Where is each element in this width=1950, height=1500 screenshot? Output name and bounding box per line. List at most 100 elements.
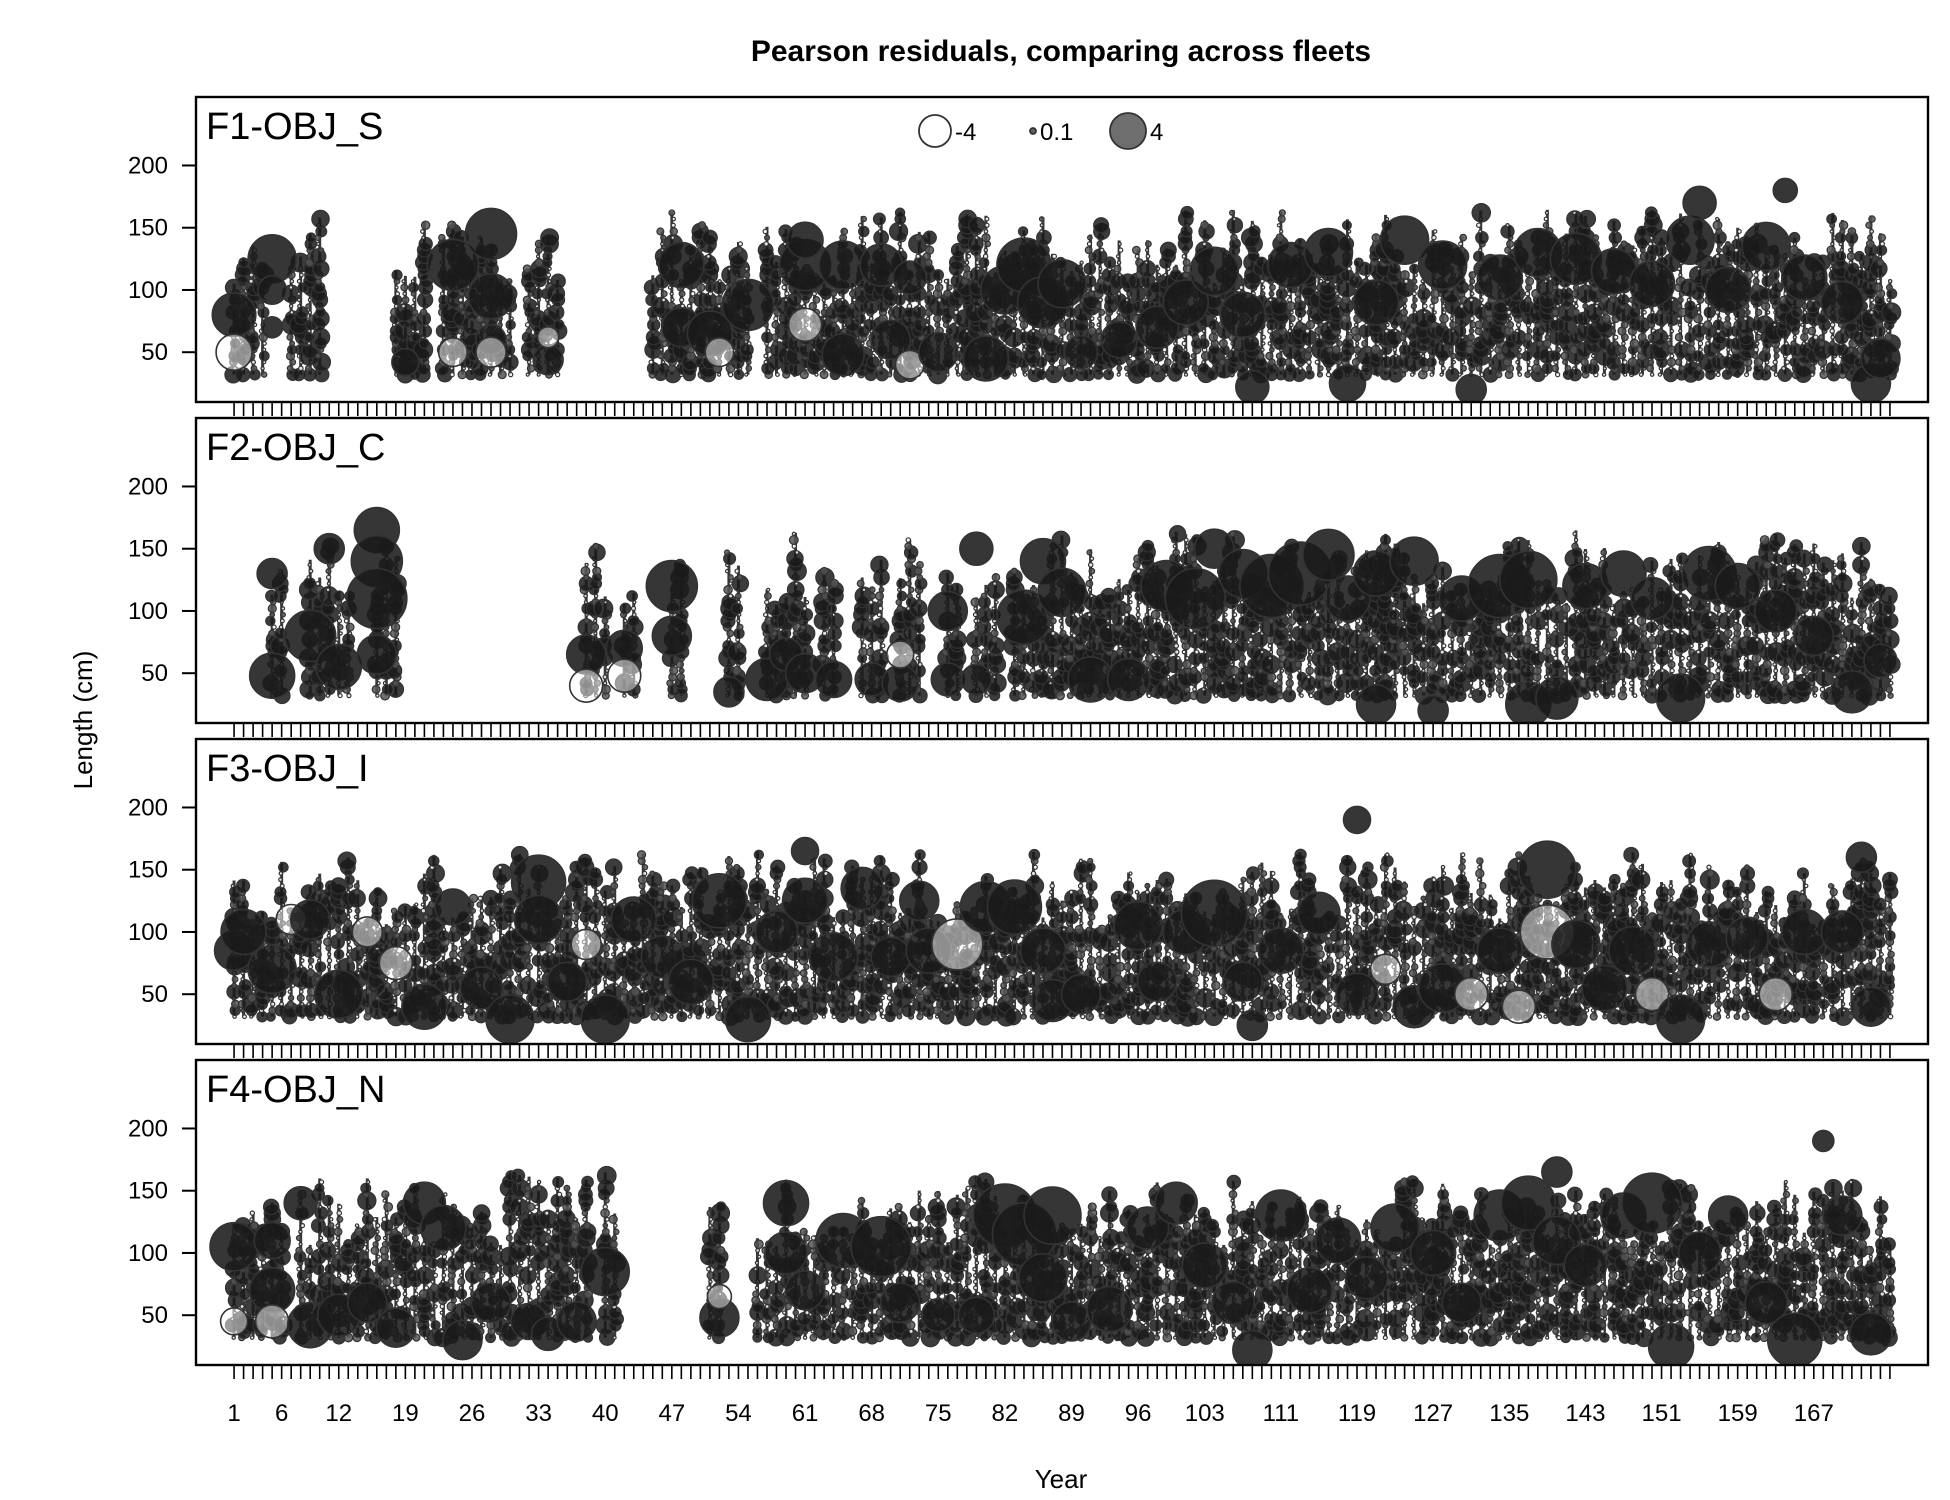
bubble — [1115, 254, 1121, 259]
bubble — [619, 602, 632, 615]
bubble — [739, 342, 754, 357]
bubble — [315, 684, 326, 695]
bubble — [1792, 335, 1797, 340]
bubble — [1514, 328, 1520, 334]
bubble — [1182, 550, 1188, 555]
residual-bubble — [467, 272, 515, 320]
bubble — [980, 648, 989, 656]
bubble — [583, 593, 588, 599]
residual-bubble — [532, 343, 564, 376]
bubble — [1212, 316, 1218, 321]
bubble — [1238, 284, 1244, 291]
bubble — [894, 207, 906, 219]
bubble — [1431, 234, 1437, 241]
bubble — [775, 372, 780, 377]
bubble — [1637, 315, 1645, 322]
bubble — [1696, 309, 1702, 315]
bubble — [978, 257, 990, 269]
bubble — [580, 566, 591, 577]
bubble — [1035, 356, 1048, 368]
bubble — [583, 600, 589, 605]
residual-bubble — [215, 333, 253, 372]
bubble — [1220, 681, 1225, 686]
bubble — [1267, 341, 1273, 346]
bubble — [1869, 229, 1875, 234]
bubble — [602, 674, 608, 680]
bubble — [1183, 347, 1188, 352]
bubble — [1801, 341, 1806, 346]
bubble — [250, 365, 258, 372]
bubble — [744, 372, 749, 377]
bubble — [1012, 372, 1017, 377]
bubble — [1632, 247, 1638, 253]
bubble — [325, 574, 332, 580]
bubble — [308, 568, 314, 574]
bubble — [1201, 687, 1206, 692]
bubble — [262, 347, 267, 352]
bubble — [1712, 220, 1723, 231]
bubble — [1172, 548, 1180, 557]
bubble — [410, 303, 416, 309]
bubble — [1172, 344, 1184, 356]
bubble — [736, 574, 744, 581]
bubble — [536, 372, 541, 377]
bubble — [819, 370, 829, 380]
bubble — [1412, 284, 1419, 291]
bubble — [507, 371, 514, 378]
bubble — [268, 629, 276, 638]
bubble — [1400, 308, 1409, 317]
bubble — [867, 643, 873, 649]
bubble — [858, 692, 864, 699]
bubble — [289, 309, 295, 315]
bubble — [880, 643, 886, 649]
bubble — [1191, 561, 1199, 569]
bubble — [550, 273, 566, 290]
bubble — [1402, 304, 1407, 309]
bubble — [1381, 353, 1386, 359]
bubble — [1470, 291, 1475, 296]
bubble — [1657, 372, 1663, 377]
bubble — [1031, 328, 1036, 334]
bubble — [908, 586, 915, 593]
bubble — [540, 228, 560, 248]
bubble — [1156, 272, 1162, 278]
bubble — [1112, 615, 1124, 627]
bubble — [766, 587, 771, 592]
bubble — [829, 655, 837, 662]
residual-bubble — [1628, 260, 1676, 308]
bubble — [1095, 327, 1103, 335]
bubble — [1516, 352, 1523, 360]
bubble — [1275, 352, 1283, 360]
bubble — [1117, 272, 1123, 278]
residual-bubble — [1417, 240, 1468, 290]
bubble — [411, 309, 419, 316]
bubble — [763, 612, 769, 618]
bubble — [1136, 618, 1143, 624]
bubble — [1022, 372, 1028, 377]
bubble — [1448, 366, 1453, 371]
bubble — [1515, 322, 1522, 328]
bubble — [905, 580, 912, 587]
bubble — [1524, 290, 1531, 297]
bubble — [1678, 272, 1683, 278]
bubble — [860, 637, 865, 642]
bubble — [260, 371, 268, 378]
bubble — [1250, 223, 1255, 228]
bubble — [773, 315, 779, 322]
bubble — [547, 266, 552, 271]
bubble — [1093, 217, 1110, 234]
bubble — [1602, 366, 1608, 371]
bubble — [1622, 359, 1628, 365]
bubble — [975, 266, 981, 271]
bubble — [1172, 637, 1178, 642]
bubble — [656, 227, 665, 236]
bubble — [1726, 347, 1731, 352]
bubble — [295, 306, 309, 319]
bubble — [1116, 260, 1122, 265]
bubble — [943, 289, 952, 298]
residual-bubble — [917, 331, 959, 373]
bubble — [915, 593, 921, 599]
bubble — [925, 316, 930, 321]
bubble — [298, 365, 304, 372]
bubble — [1287, 297, 1293, 303]
